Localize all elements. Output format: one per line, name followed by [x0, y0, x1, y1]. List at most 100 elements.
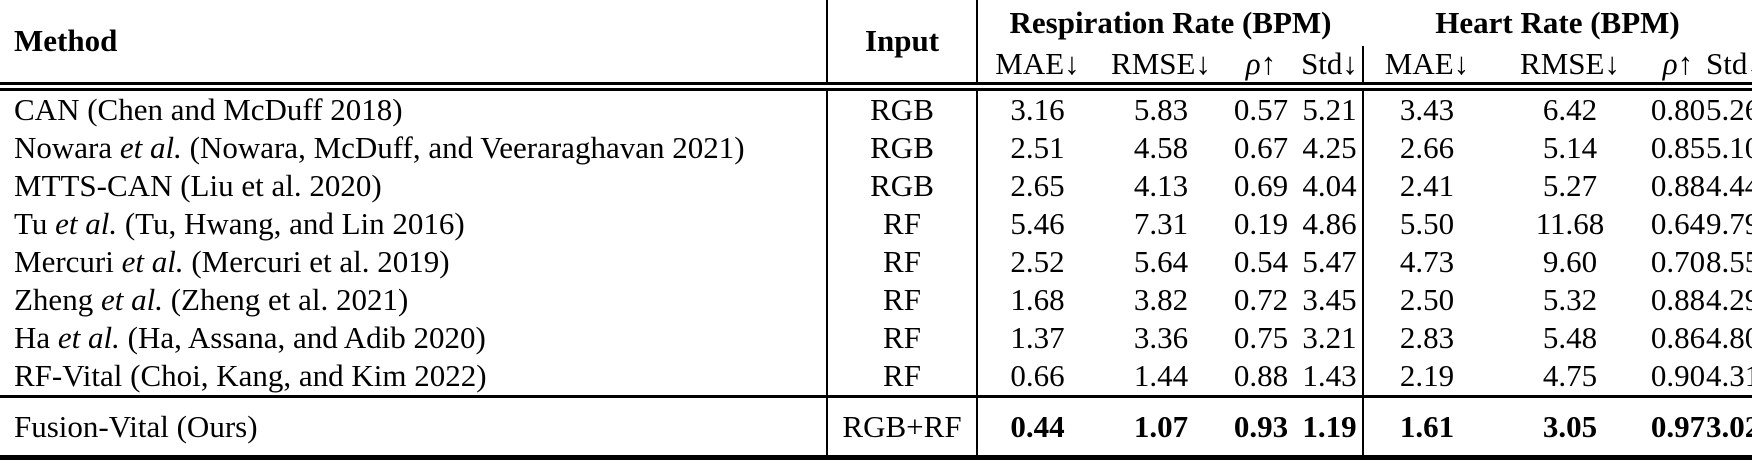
rr-rho-cell: 0.75: [1233, 320, 1289, 355]
hr-rho-cell: 0.80: [1650, 92, 1706, 127]
method-etal: et al.: [121, 244, 184, 279]
hr-std-cell: 4.44: [1706, 168, 1752, 203]
hr-mae-cell: 2.41: [1399, 168, 1455, 203]
group-header-heart-rate: Heart Rate (BPM): [1435, 5, 1680, 40]
rr-rmse-cell: 5.64: [1133, 244, 1189, 279]
hr-rmse-cell: 3.05: [1490, 395, 1650, 460]
metric-header-rr-std: Std↓: [1297, 46, 1364, 91]
rr-rho-cell: 0.93: [1225, 395, 1297, 460]
up-arrow-glyph: ↑: [1677, 46, 1694, 81]
rr-mae-cell: 1.68: [1010, 282, 1065, 317]
method-cell: CAN (Chen and McDuff 2018): [0, 86, 828, 129]
metric-header-hr-mae: MAE↓: [1363, 46, 1490, 91]
input-cell: RGB: [827, 86, 978, 129]
rr-rho-cell: 0.72: [1233, 282, 1289, 317]
method-name: RF-Vital: [14, 358, 123, 393]
metric-name: RMSE: [1111, 46, 1196, 81]
rr-mae-cell: 2.51: [1010, 130, 1065, 165]
method-citation: (Mercuri et al. 2019): [183, 244, 450, 279]
down-arrow-glyph: ↓: [1747, 46, 1752, 81]
method-name: Mercuri: [14, 244, 122, 279]
metric-header-rr-rho: ρ↑: [1225, 46, 1297, 91]
method-cell: Zheng et al. (Zheng et al. 2021): [0, 281, 828, 319]
rr-rmse-cell: 4.58: [1133, 130, 1189, 165]
method-citation: (Nowara, McDuff, and Veeraraghavan 2021): [181, 130, 745, 165]
down-arrow-glyph: ↓: [1064, 46, 1080, 81]
method-name: Zheng: [14, 282, 101, 317]
input-cell: RGB: [827, 129, 978, 167]
table-row: Ha et al. (Ha, Assana, and Adib 2020) RF…: [0, 319, 1752, 357]
method-name: MTTS-CAN: [14, 168, 173, 203]
input-cell: RF: [827, 357, 978, 397]
table-row: MTTS-CAN (Liu et al. 2020) RGB 2.65 4.13…: [0, 167, 1752, 205]
hr-rmse-cell: 9.60: [1542, 244, 1598, 279]
method-name: Tu: [14, 206, 56, 241]
method-etal: et al.: [100, 282, 163, 317]
rr-rmse-cell: 3.82: [1133, 282, 1189, 317]
hr-rmse-cell: 5.48: [1542, 320, 1598, 355]
method-name: Ha: [14, 320, 58, 355]
method-column-header: Method: [0, 0, 828, 91]
hr-rho-cell: 0.85: [1650, 130, 1706, 165]
hr-std-cell: 8.55: [1706, 244, 1752, 279]
hr-rho-cell: 0.86: [1650, 320, 1706, 355]
hr-std-cell: 4.31: [1706, 358, 1752, 393]
metric-header-hr-rho: ρ↑: [1650, 46, 1706, 91]
hr-rmse-cell: 4.75: [1542, 358, 1598, 393]
method-cell: Mercuri et al. (Mercuri et al. 2019): [0, 243, 828, 281]
hr-mae-cell: 3.43: [1399, 92, 1455, 127]
rr-rho-cell: 0.88: [1233, 358, 1289, 393]
method-etal: et al.: [55, 206, 118, 241]
hr-mae-cell: 2.83: [1399, 320, 1455, 355]
rr-mae-cell: 0.44: [977, 395, 1097, 460]
rr-std-cell: 4.04: [1297, 167, 1364, 205]
rr-rho-cell: 0.69: [1233, 168, 1289, 203]
hr-rmse-cell: 6.42: [1542, 92, 1598, 127]
rr-mae-cell: 0.66: [1010, 358, 1065, 393]
up-arrow-glyph: ↑: [1260, 46, 1277, 81]
hr-rho-cell: 0.88: [1650, 168, 1706, 203]
method-citation: (Tu, Hwang, and Lin 2016): [117, 206, 465, 241]
metric-name: MAE: [995, 46, 1065, 81]
metric-name: Std: [1706, 46, 1748, 81]
down-arrow-glyph: ↓: [1453, 46, 1470, 81]
rr-std-cell: 5.47: [1297, 243, 1364, 281]
input-cell: RGB+RF: [827, 395, 978, 460]
down-arrow-glyph: ↓: [1195, 46, 1211, 81]
hr-mae-cell: 5.50: [1399, 206, 1455, 241]
method-cell: Fusion-Vital (Ours): [0, 395, 828, 460]
rr-mae-cell: 1.37: [1010, 320, 1065, 355]
rr-rmse-cell: 3.36: [1133, 320, 1189, 355]
rr-std-cell: 3.45: [1297, 281, 1364, 319]
rr-std-cell: 3.21: [1297, 319, 1364, 357]
table-row: CAN (Chen and McDuff 2018) RGB 3.16 5.83…: [0, 86, 1752, 129]
rr-rho-cell: 0.19: [1233, 206, 1289, 241]
hr-mae-cell: 2.66: [1399, 130, 1455, 165]
metric-name: Std: [1301, 46, 1343, 81]
input-cell: RGB: [827, 167, 978, 205]
rr-rmse-cell: 4.13: [1133, 168, 1189, 203]
hr-rho-cell: 0.70: [1650, 244, 1706, 279]
hr-std-cell: 9.79: [1706, 206, 1752, 241]
table-row: Tu et al. (Tu, Hwang, and Lin 2016) RF 5…: [0, 205, 1752, 243]
metric-header-hr-rmse: RMSE↓: [1490, 46, 1650, 91]
hr-std-cell: 5.26: [1706, 92, 1752, 127]
method-cell: Tu et al. (Tu, Hwang, and Lin 2016): [0, 205, 828, 243]
rr-std-cell: 4.25: [1297, 129, 1364, 167]
rr-std-cell: 1.43: [1297, 357, 1364, 397]
input-column-header: Input: [827, 0, 978, 91]
hr-mae-cell: 4.73: [1399, 244, 1455, 279]
input-cell: RF: [827, 281, 978, 319]
rr-mae-cell: 5.46: [1010, 206, 1065, 241]
method-citation: (Choi, Kang, and Kim 2022): [122, 358, 487, 393]
hr-std-cell: 4.29: [1706, 282, 1752, 317]
method-name: Fusion-Vital (Ours): [14, 408, 258, 444]
down-arrow-glyph: ↓: [1342, 46, 1358, 81]
rr-std-cell: 5.21: [1297, 86, 1364, 129]
table-row: Mercuri et al. (Mercuri et al. 2019) RF …: [0, 243, 1752, 281]
table-row-ours: Fusion-Vital (Ours) RGB+RF 0.44 1.07 0.9…: [0, 395, 1752, 460]
rr-std-cell: 4.86: [1297, 205, 1364, 243]
rr-rmse-cell: 7.31: [1133, 206, 1189, 241]
method-etal: et al.: [57, 320, 120, 355]
